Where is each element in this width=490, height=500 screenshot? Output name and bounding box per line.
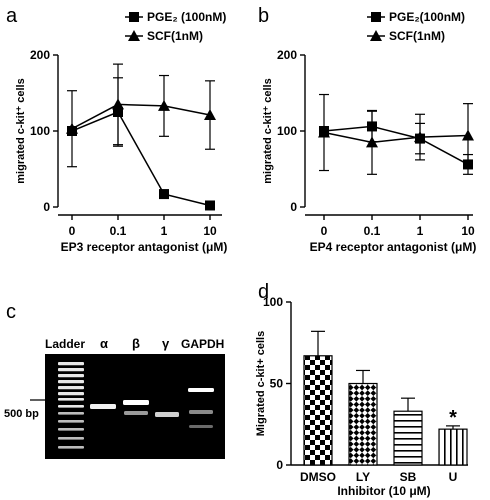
gel-ladder-band xyxy=(58,398,84,401)
chart-b-point-triangle xyxy=(366,136,378,148)
chart-d-y-tick-label: 100 xyxy=(263,295,283,309)
gel-lane-label-gapdh: GAPDH xyxy=(181,337,224,351)
chart-a-x-tick-label: 1 xyxy=(161,224,168,238)
chart-a-point-square xyxy=(159,189,169,200)
chart-a-y-tick-label: 100 xyxy=(30,124,50,138)
chart-b-legend-label: SCF(1nM) xyxy=(389,29,445,43)
panel-letter-c: c xyxy=(6,301,16,323)
chart-a-point-triangle xyxy=(204,109,216,121)
gel-ladder-band xyxy=(58,428,84,431)
gel-sample-band xyxy=(123,400,149,405)
chart-a-point-triangle xyxy=(66,122,78,134)
chart-b-x-tick-label: 10 xyxy=(461,224,475,238)
chart-b-legend-marker-square xyxy=(371,12,381,22)
chart-b-y-tick-label: 200 xyxy=(277,48,297,62)
chart-b-point-triangle xyxy=(462,129,474,141)
chart-a-x-tick-label: 10 xyxy=(203,224,217,238)
chart-b-y-axis-title: migrated c-kit⁺ cells xyxy=(262,78,274,183)
chart-a-x-axis-title: EP3 receptor antagonist (μM) xyxy=(61,240,228,254)
gel-bands xyxy=(58,362,214,449)
gel-lane-label-alpha: α xyxy=(100,336,108,351)
chart-b-y-tick-label: 100 xyxy=(277,124,297,138)
chart-a-x-tick-label: 0 xyxy=(69,224,76,238)
chart-d-x-tick-label: U xyxy=(449,470,458,484)
chart-d-bar-dmso xyxy=(303,355,333,466)
gel-ladder-band xyxy=(58,386,84,390)
gel-ladder-band xyxy=(58,405,84,408)
chart-a-point-triangle xyxy=(112,98,124,110)
chart-a-ep3: 0 100 200 0 0.1 1 10 migrated c-kit⁺ cells EP3 r… xyxy=(15,10,227,254)
chart-a-legend-marker-triangle xyxy=(128,30,140,41)
chart-b-series-line-triangle xyxy=(323,131,469,144)
chart-a-y-axis-title: migrated c-kit⁺ cells xyxy=(15,78,27,183)
gel-sample-band xyxy=(188,388,214,392)
chart-b-y-tick-label: 0 xyxy=(290,200,297,214)
chart-d-x-tick-label: SB xyxy=(400,470,417,484)
gel-ladder-band xyxy=(58,362,84,366)
chart-d-inhibitor: 0 50 100 DMSO LY SB U * Migrated c-kit+ cells Inh… xyxy=(255,295,468,498)
chart-b-x-axis-title: EP4 receptor antagonist (μM) xyxy=(310,240,477,254)
chart-a-series-line-triangle xyxy=(71,103,211,130)
gel-electrophoresis: Ladder α β γ GAPDH 500 bp xyxy=(4,336,225,459)
gel-sample-band xyxy=(124,411,148,415)
chart-b-legend-marker-triangle xyxy=(370,30,382,41)
chart-d-bar-u xyxy=(438,428,468,466)
gel-sample-band xyxy=(155,412,179,417)
gel-ladder-band xyxy=(58,368,84,372)
chart-a-legend-label: PGE₂ (100nM) xyxy=(147,10,226,24)
chart-b-legend-label: PGE₂(100nM) xyxy=(389,10,465,24)
chart-a-legend-marker-square xyxy=(129,12,139,22)
chart-b-x-tick-label: 0.1 xyxy=(364,224,381,238)
chart-a-x-tick-label: 0.1 xyxy=(110,224,127,238)
chart-d-y-axis-title: Migrated c-kit+ cells xyxy=(255,331,267,436)
chart-a-legend-label: SCF(1nM) xyxy=(147,29,203,43)
chart-b-ep4: 0 100 200 0 0.1 1 10 migrated c-kit⁺ cells EP4 r… xyxy=(262,10,476,254)
chart-a-point-square xyxy=(205,200,215,211)
chart-b-series-line-square xyxy=(323,125,469,166)
chart-d-x-tick-label: DMSO xyxy=(300,470,336,484)
chart-a-y-tick-label: 0 xyxy=(43,200,50,214)
gel-ladder-band xyxy=(58,412,84,415)
chart-d-y-tick-label: 50 xyxy=(270,377,284,391)
gel-lane-label-gamma: γ xyxy=(162,336,170,351)
gel-sample-band xyxy=(90,404,116,409)
chart-d-x-tick-label: LY xyxy=(356,470,370,484)
chart-d-x-axis-title: Inhibitor (10 μM) xyxy=(337,484,430,498)
chart-b-point-triangle xyxy=(318,126,330,138)
chart-d-bar-ly xyxy=(348,382,378,466)
chart-a-point-triangle xyxy=(158,99,170,111)
chart-b-x-tick-label: 0 xyxy=(321,224,328,238)
gel-lane-label-beta: β xyxy=(132,336,140,351)
gel-ladder-band xyxy=(58,374,84,378)
gel-ladder-band xyxy=(58,392,84,396)
panel-letter-d: d xyxy=(258,281,269,303)
gel-ladder-band xyxy=(58,380,84,384)
panel-letter-a: a xyxy=(6,5,18,27)
chart-b-point-triangle xyxy=(414,131,426,143)
chart-a-y-tick-label: 200 xyxy=(30,48,50,62)
gel-ladder-band xyxy=(58,446,84,449)
chart-d-y-tick-label: 0 xyxy=(276,458,283,472)
chart-b-x-tick-label: 1 xyxy=(417,224,424,238)
marker-label: 500 bp xyxy=(4,408,39,420)
panel-letter-b: b xyxy=(258,5,269,27)
gel-ladder-band xyxy=(58,437,84,440)
gel-lane-label-ladder: Ladder xyxy=(45,337,85,351)
chart-d-significance-mark: * xyxy=(449,407,457,429)
gel-sample-band xyxy=(189,425,213,428)
chart-d-bar-sb xyxy=(393,410,423,466)
gel-ladder-band xyxy=(58,420,84,423)
gel-sample-band xyxy=(189,410,213,414)
chart-a-series-line-square xyxy=(71,111,211,207)
